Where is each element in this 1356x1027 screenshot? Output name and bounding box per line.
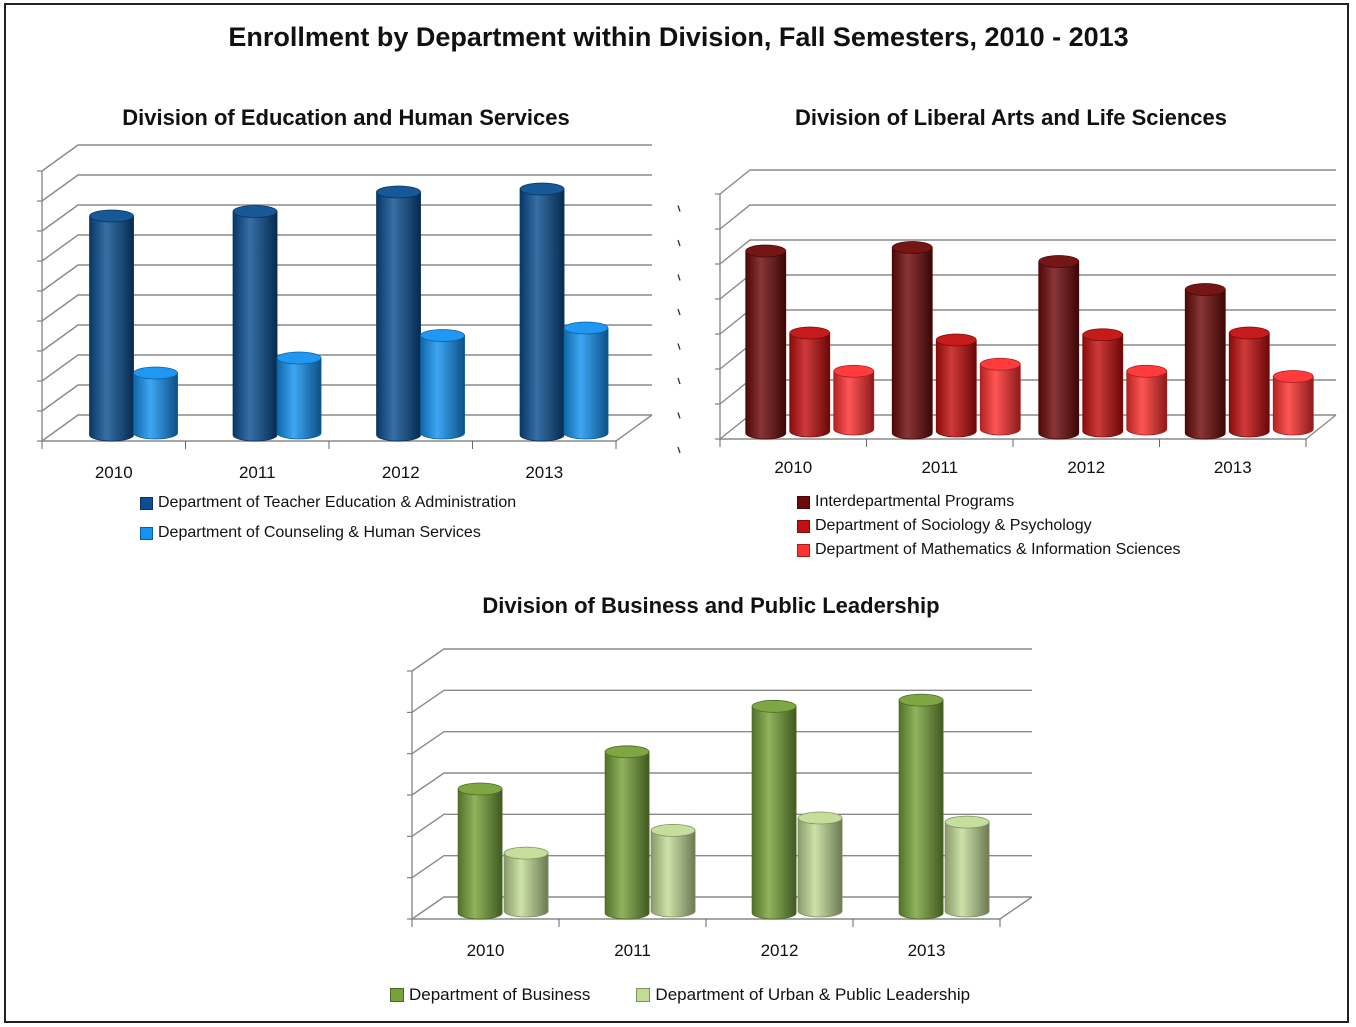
bar — [420, 329, 465, 440]
legend-swatch — [140, 496, 153, 510]
legend-swatch — [797, 543, 810, 557]
legend-item: Department of Teacher Education & Admini… — [140, 494, 516, 512]
y-tick-mark — [677, 239, 681, 247]
x-tick-label: 2011 — [239, 463, 276, 482]
x-tick-label: 2013 — [1214, 458, 1252, 477]
gridline — [41, 294, 652, 322]
bar — [833, 364, 875, 436]
chart-2-liberal-arts-life-sciences: 2010 2011 2012 2013 — [677, 169, 1337, 477]
chart-1-education-human-services: 2010 2011 2012 2013 — [37, 144, 653, 482]
x-tick-label: 2010 — [95, 463, 133, 482]
legend-label: Department of Counseling & Human Service… — [158, 524, 481, 541]
bar — [1184, 283, 1226, 440]
figure-frame: Enrollment by Department within Division… — [4, 3, 1349, 1023]
bar — [935, 333, 977, 438]
bar — [1228, 326, 1270, 438]
bar — [604, 745, 650, 920]
gridline — [719, 239, 1336, 265]
bar — [1272, 370, 1314, 436]
gridline — [411, 772, 1032, 796]
gridline — [719, 274, 1336, 300]
y-tick-mark — [677, 274, 681, 281]
legend-item: Department of Sociology & Psychology — [797, 517, 1181, 535]
gridline — [41, 264, 652, 292]
legend-label: Department of Urban & Public Leadership — [655, 985, 971, 1004]
chart-1-legend: Department of Teacher Education & Admini… — [140, 494, 516, 554]
floor-edge — [615, 414, 653, 442]
bar — [979, 357, 1021, 436]
chart-3-legend: Department of Business Department of Urba… — [390, 985, 970, 1005]
bar — [650, 823, 696, 918]
bar — [276, 351, 322, 440]
x-tick-label: 2010 — [774, 458, 812, 477]
bar — [133, 366, 178, 440]
x-tick-label: 2012 — [761, 941, 799, 960]
bar — [789, 326, 831, 438]
chart-3-business-public-leadership: 2010 2011 2012 2013 — [407, 648, 1033, 960]
bar — [898, 693, 944, 920]
bar — [519, 182, 565, 442]
bar — [797, 811, 843, 918]
y-tick-mark — [677, 343, 681, 350]
bar — [457, 782, 503, 920]
legend-label: Department of Teacher Education & Admini… — [158, 494, 517, 511]
legend-swatch — [797, 519, 810, 533]
legend-swatch — [390, 988, 404, 1002]
y-tick-mark — [677, 308, 681, 316]
gridline — [411, 689, 1032, 713]
y-tick-mark — [677, 205, 681, 212]
bar — [745, 244, 787, 440]
legend-label: Department of Sociology & Psychology — [815, 517, 1092, 534]
legend-label: Department of Business — [409, 985, 591, 1004]
bar — [376, 185, 421, 442]
floor-edge — [1305, 414, 1337, 440]
gridline — [41, 174, 652, 202]
legend-swatch — [140, 526, 153, 540]
chart-2-title: Division of Liberal Arts and Life Scienc… — [795, 105, 1227, 130]
bar — [89, 209, 134, 442]
legend-label: Department of Mathematics & Information … — [815, 541, 1181, 558]
legend-swatch — [797, 495, 810, 509]
gridline — [411, 648, 1032, 672]
legend-swatch — [636, 988, 651, 1002]
bar — [944, 815, 990, 918]
bar — [232, 205, 278, 442]
gridline — [719, 169, 1336, 195]
x-tick-label: 2012 — [382, 463, 420, 482]
gridline — [41, 324, 652, 352]
x-tick-label: 2011 — [921, 458, 958, 477]
x-tick-label: 2011 — [614, 941, 651, 960]
bar — [503, 846, 549, 918]
legend-label: Interdepartmental Programs — [815, 493, 1015, 510]
bar — [1038, 255, 1080, 440]
bar — [891, 241, 933, 440]
bar — [1082, 328, 1124, 438]
legend-item: Department of Mathematics & Information … — [797, 541, 1181, 559]
x-tick-label: 2013 — [908, 941, 946, 960]
bar — [563, 321, 609, 440]
gridline — [411, 730, 1032, 755]
x-tick-label: 2010 — [467, 941, 505, 960]
y-tick-mark — [677, 377, 681, 385]
bar — [1126, 364, 1168, 436]
y-tick-mark — [677, 446, 681, 454]
gridline — [719, 204, 1336, 230]
legend-item: Department of Urban & Public Leadership — [636, 985, 970, 1005]
x-tick-label: 2013 — [525, 463, 563, 482]
gridline — [41, 204, 652, 232]
chart-3-title: Division of Business and Public Leadersh… — [482, 593, 940, 618]
bar — [751, 699, 797, 920]
legend-item: Department of Business — [390, 985, 590, 1005]
gridlines — [37, 144, 652, 442]
chart-1-title: Division of Education and Human Services — [122, 105, 570, 130]
legend-item: Department of Counseling & Human Service… — [140, 524, 516, 542]
chart-2-legend: Interdepartmental Programs Department of … — [797, 493, 1181, 565]
page-title: Enrollment by Department within Division… — [228, 22, 1129, 52]
legend-item: Interdepartmental Programs — [797, 493, 1181, 511]
y-tick-mark — [677, 412, 681, 419]
floor-edge — [999, 896, 1033, 920]
x-tick-label: 2012 — [1067, 458, 1105, 477]
gridline — [41, 144, 652, 172]
gridline — [41, 234, 652, 262]
